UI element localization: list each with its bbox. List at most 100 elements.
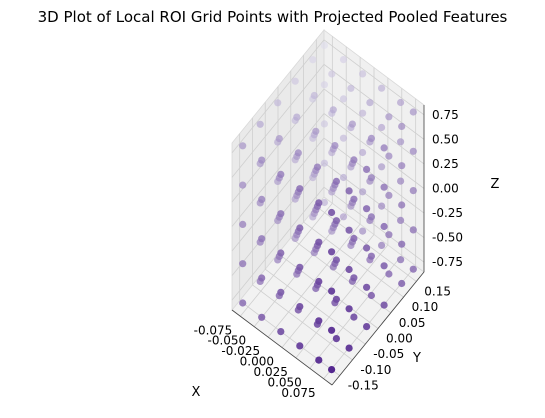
y-tick-label: -0.10 bbox=[360, 363, 391, 377]
scatter-point bbox=[258, 235, 266, 243]
scatter-point bbox=[398, 201, 406, 209]
scatter-point bbox=[398, 240, 406, 248]
x-tick-label: -0.025 bbox=[221, 344, 260, 358]
x-tick-label: 0.050 bbox=[267, 375, 301, 389]
y-tick-label: 0.05 bbox=[399, 316, 426, 330]
scatter-point bbox=[294, 149, 302, 157]
grid-line bbox=[303, 221, 404, 298]
scatter-point bbox=[350, 156, 358, 164]
scatter-point bbox=[345, 226, 353, 234]
scatter-point bbox=[363, 323, 371, 331]
scatter-point bbox=[239, 181, 247, 189]
scatter-points bbox=[239, 41, 417, 374]
scatter-point bbox=[320, 81, 328, 89]
scatter-point bbox=[398, 162, 406, 170]
scatter-point bbox=[350, 234, 358, 243]
scatter-point bbox=[315, 238, 323, 246]
scatter-point bbox=[275, 135, 283, 143]
scatter-point bbox=[258, 195, 266, 203]
grid-line bbox=[323, 39, 425, 116]
scatter-point bbox=[296, 263, 304, 271]
grid-line bbox=[316, 206, 417, 282]
scatter-point bbox=[277, 328, 285, 336]
scatter-point bbox=[398, 279, 406, 288]
y-tick-label: -0.15 bbox=[348, 379, 379, 393]
scatter-point bbox=[385, 191, 393, 199]
scatter-point bbox=[380, 262, 388, 270]
scatter-point bbox=[277, 170, 285, 178]
scatter-point bbox=[409, 226, 417, 234]
scatter-point bbox=[328, 208, 336, 217]
scatter-point bbox=[398, 122, 406, 130]
x-tick-label: 0.025 bbox=[254, 365, 288, 379]
scatter-point bbox=[397, 138, 405, 146]
scatter-point bbox=[380, 144, 388, 152]
scatter-point bbox=[359, 109, 367, 117]
scatter-point bbox=[339, 134, 348, 142]
scatter-point bbox=[378, 202, 386, 210]
x-tick-label: -0.050 bbox=[208, 334, 247, 348]
scatter-point bbox=[409, 108, 417, 116]
scatter-point bbox=[359, 148, 367, 157]
y-tick-label: 0.10 bbox=[412, 300, 439, 314]
scatter-point bbox=[309, 56, 317, 64]
grid-line bbox=[231, 39, 325, 154]
scatter-point bbox=[339, 95, 348, 103]
scatter-point bbox=[339, 56, 348, 64]
y-tick-label: 0.15 bbox=[424, 284, 451, 298]
grid-line bbox=[323, 162, 425, 238]
z-tick-label: 0.25 bbox=[432, 157, 459, 171]
scatter-point bbox=[291, 77, 299, 85]
scatter-point bbox=[332, 177, 340, 185]
scatter-point bbox=[345, 305, 353, 313]
scatter-point bbox=[332, 217, 340, 225]
grid-line bbox=[231, 137, 325, 252]
scatter-point bbox=[367, 252, 375, 260]
z-axis-label: Z bbox=[491, 177, 500, 192]
scatter-point bbox=[397, 256, 405, 264]
x-tick-label: -0.075 bbox=[194, 323, 233, 337]
grid-line bbox=[231, 186, 325, 301]
scatter-point bbox=[345, 344, 353, 352]
scatter-point bbox=[363, 165, 371, 173]
scatter-point bbox=[397, 216, 405, 224]
scatter-point bbox=[256, 120, 264, 128]
scatter-point bbox=[329, 106, 337, 114]
scatter-point bbox=[345, 187, 353, 195]
scatter-point bbox=[367, 134, 375, 142]
scatter-point bbox=[315, 356, 323, 364]
scatter-point bbox=[385, 113, 393, 121]
chart-title: 3D Plot of Local ROI Grid Points with Pr… bbox=[37, 8, 508, 26]
scatter-point bbox=[366, 99, 374, 107]
scatter-point bbox=[339, 213, 348, 221]
grid-line bbox=[277, 253, 379, 329]
scatter-point bbox=[385, 231, 393, 239]
scatter-point bbox=[328, 326, 336, 334]
scatter-point bbox=[409, 265, 417, 273]
scatter-point bbox=[363, 283, 371, 291]
scatter-point bbox=[380, 222, 388, 231]
scatter-point bbox=[348, 120, 356, 128]
scatter-point bbox=[380, 183, 388, 191]
scatter-point bbox=[332, 335, 340, 343]
scatter-point bbox=[350, 274, 358, 282]
x-axis-label: X bbox=[192, 385, 201, 400]
y-axis-label: Y bbox=[412, 351, 421, 366]
scatter-point bbox=[258, 156, 266, 164]
scatter-point bbox=[331, 142, 339, 150]
scatter-point bbox=[277, 288, 285, 296]
scatter-point bbox=[274, 99, 282, 107]
scatter-point bbox=[359, 188, 367, 196]
scatter-point bbox=[320, 198, 328, 207]
scatter-point bbox=[409, 147, 417, 155]
scatter-point bbox=[380, 301, 388, 309]
z-tick-label: -0.75 bbox=[432, 255, 463, 269]
scatter-point bbox=[350, 195, 358, 203]
scatter-point bbox=[296, 185, 304, 193]
scatter-point bbox=[296, 224, 304, 232]
grid-line bbox=[264, 268, 366, 345]
scatter-point bbox=[397, 177, 405, 185]
grid-line bbox=[323, 186, 425, 263]
scatter-point bbox=[339, 173, 348, 182]
